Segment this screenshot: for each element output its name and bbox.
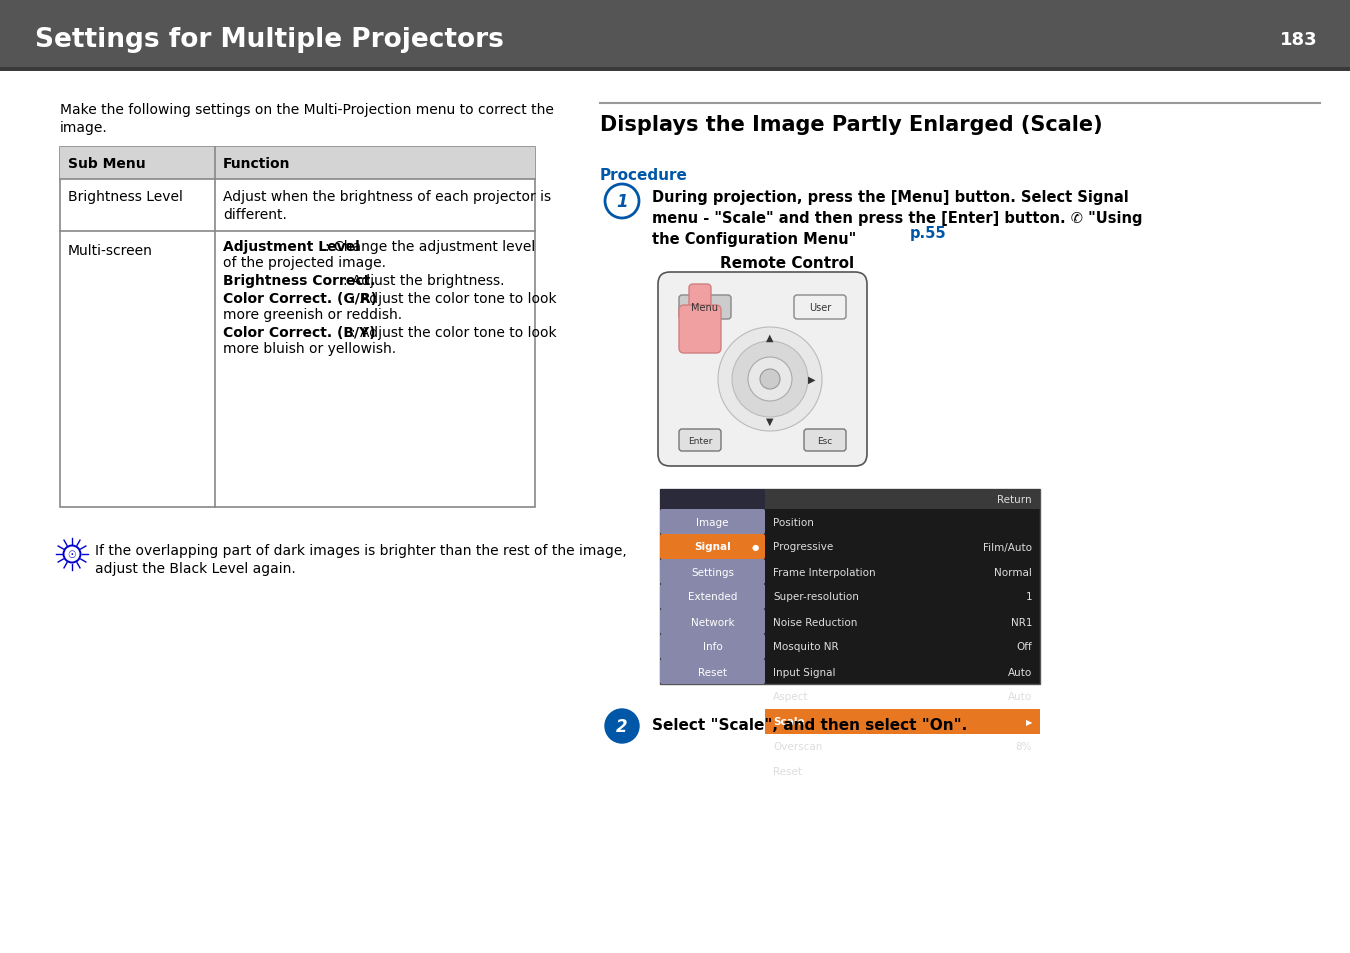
- Circle shape: [732, 341, 809, 417]
- Text: more bluish or yellowish.: more bluish or yellowish.: [223, 341, 396, 355]
- Circle shape: [605, 709, 639, 743]
- Text: Settings for Multiple Projectors: Settings for Multiple Projectors: [35, 27, 504, 53]
- Text: Color Correct. (G/R): Color Correct. (G/R): [223, 292, 377, 306]
- Text: Info: Info: [702, 641, 722, 652]
- Text: Aspect: Aspect: [774, 692, 809, 701]
- Text: Normal: Normal: [994, 567, 1031, 577]
- Text: more greenish or reddish.: more greenish or reddish.: [223, 308, 402, 322]
- Text: Settings: Settings: [691, 567, 734, 577]
- Text: Procedure: Procedure: [599, 168, 688, 183]
- FancyBboxPatch shape: [679, 295, 730, 319]
- Text: Super-resolution: Super-resolution: [774, 592, 859, 602]
- Text: Film/Auto: Film/Auto: [983, 542, 1031, 552]
- Text: 1: 1: [616, 193, 628, 211]
- Text: Scale: Scale: [774, 717, 805, 727]
- Text: ☉: ☉: [68, 550, 77, 559]
- Text: : Change the adjustment level: : Change the adjustment level: [325, 240, 535, 253]
- FancyBboxPatch shape: [660, 659, 765, 684]
- FancyBboxPatch shape: [660, 609, 765, 635]
- Text: Position: Position: [774, 517, 814, 527]
- Text: Adjustment Level: Adjustment Level: [223, 240, 359, 253]
- Text: 183: 183: [1280, 30, 1318, 49]
- Text: Auto: Auto: [1007, 667, 1031, 677]
- Text: Enter: Enter: [687, 436, 713, 445]
- Text: : Adjust the color tone to look: : Adjust the color tone to look: [351, 292, 556, 306]
- Circle shape: [748, 357, 792, 401]
- Text: p.55: p.55: [910, 226, 946, 241]
- Text: Sub Menu: Sub Menu: [68, 157, 146, 171]
- Text: ▶: ▶: [1026, 718, 1031, 726]
- Circle shape: [718, 328, 822, 432]
- FancyBboxPatch shape: [805, 430, 846, 452]
- Text: : Adjust the brightness.: : Adjust the brightness.: [343, 274, 505, 288]
- FancyBboxPatch shape: [660, 510, 765, 535]
- Text: Function: Function: [223, 157, 290, 171]
- Text: If the overlapping part of dark images is brighter than the rest of the image,
a: If the overlapping part of dark images i…: [95, 543, 626, 576]
- Text: Progressive: Progressive: [774, 542, 833, 552]
- Bar: [660, 490, 765, 684]
- FancyBboxPatch shape: [688, 285, 711, 317]
- Text: Input Signal: Input Signal: [774, 667, 836, 677]
- Text: During projection, press the [Menu] button. Select Signal
menu - "Scale" and the: During projection, press the [Menu] butt…: [652, 190, 1142, 247]
- Text: ▲: ▲: [767, 333, 774, 343]
- Text: Image: Image: [697, 517, 729, 527]
- Text: Reset: Reset: [774, 767, 802, 777]
- Text: Reset: Reset: [698, 667, 728, 677]
- Text: Menu: Menu: [691, 303, 718, 313]
- Text: Overscan: Overscan: [774, 741, 822, 752]
- Text: Return: Return: [998, 495, 1031, 504]
- Text: : Adjust the color tone to look: : Adjust the color tone to look: [351, 326, 556, 339]
- Text: Network: Network: [691, 617, 734, 627]
- Bar: [660, 490, 1040, 684]
- FancyBboxPatch shape: [794, 295, 846, 319]
- Bar: [59, 148, 535, 507]
- FancyBboxPatch shape: [660, 535, 765, 559]
- Text: Mosquito NR: Mosquito NR: [774, 641, 838, 652]
- Text: Remote Control: Remote Control: [720, 256, 855, 272]
- FancyBboxPatch shape: [660, 635, 765, 659]
- Text: Displays the Image Partly Enlarged (Scale): Displays the Image Partly Enlarged (Scal…: [599, 115, 1103, 135]
- Text: ▶: ▶: [809, 375, 815, 385]
- Bar: [765, 709, 1040, 734]
- Circle shape: [760, 370, 780, 390]
- FancyBboxPatch shape: [657, 273, 867, 467]
- FancyBboxPatch shape: [660, 559, 765, 584]
- Text: Signal: Signal: [694, 542, 730, 552]
- Text: Extended: Extended: [687, 592, 737, 602]
- Text: Color Correct. (B/Y): Color Correct. (B/Y): [223, 326, 375, 339]
- Text: Off: Off: [1017, 641, 1031, 652]
- Text: Multi-screen: Multi-screen: [68, 244, 153, 257]
- Text: Auto: Auto: [1007, 692, 1031, 701]
- Text: 2: 2: [616, 718, 628, 735]
- FancyBboxPatch shape: [0, 68, 1350, 71]
- Text: NR1: NR1: [1011, 617, 1031, 627]
- Text: Adjust when the brightness of each projector is
different.: Adjust when the brightness of each proje…: [223, 190, 551, 222]
- Text: Make the following settings on the Multi-Projection menu to correct the
image.: Make the following settings on the Multi…: [59, 103, 554, 135]
- Text: User: User: [809, 303, 832, 313]
- Text: ●: ●: [752, 542, 759, 552]
- Text: 1: 1: [1026, 592, 1031, 602]
- Text: Esc: Esc: [817, 436, 833, 445]
- Text: Noise Reduction: Noise Reduction: [774, 617, 857, 627]
- Text: Brightness Level: Brightness Level: [68, 190, 182, 204]
- Text: of the projected image.: of the projected image.: [223, 255, 386, 270]
- Bar: [765, 490, 1040, 510]
- FancyBboxPatch shape: [660, 584, 765, 609]
- Text: Frame Interpolation: Frame Interpolation: [774, 567, 876, 577]
- FancyBboxPatch shape: [679, 430, 721, 452]
- FancyBboxPatch shape: [679, 306, 721, 354]
- Text: Brightness Correct.: Brightness Correct.: [223, 274, 375, 288]
- Text: ▼: ▼: [767, 416, 774, 427]
- Bar: [59, 148, 535, 180]
- Text: Select "Scale", and then select "On".: Select "Scale", and then select "On".: [652, 718, 967, 732]
- FancyBboxPatch shape: [0, 0, 1350, 70]
- Text: 8%: 8%: [1015, 741, 1031, 752]
